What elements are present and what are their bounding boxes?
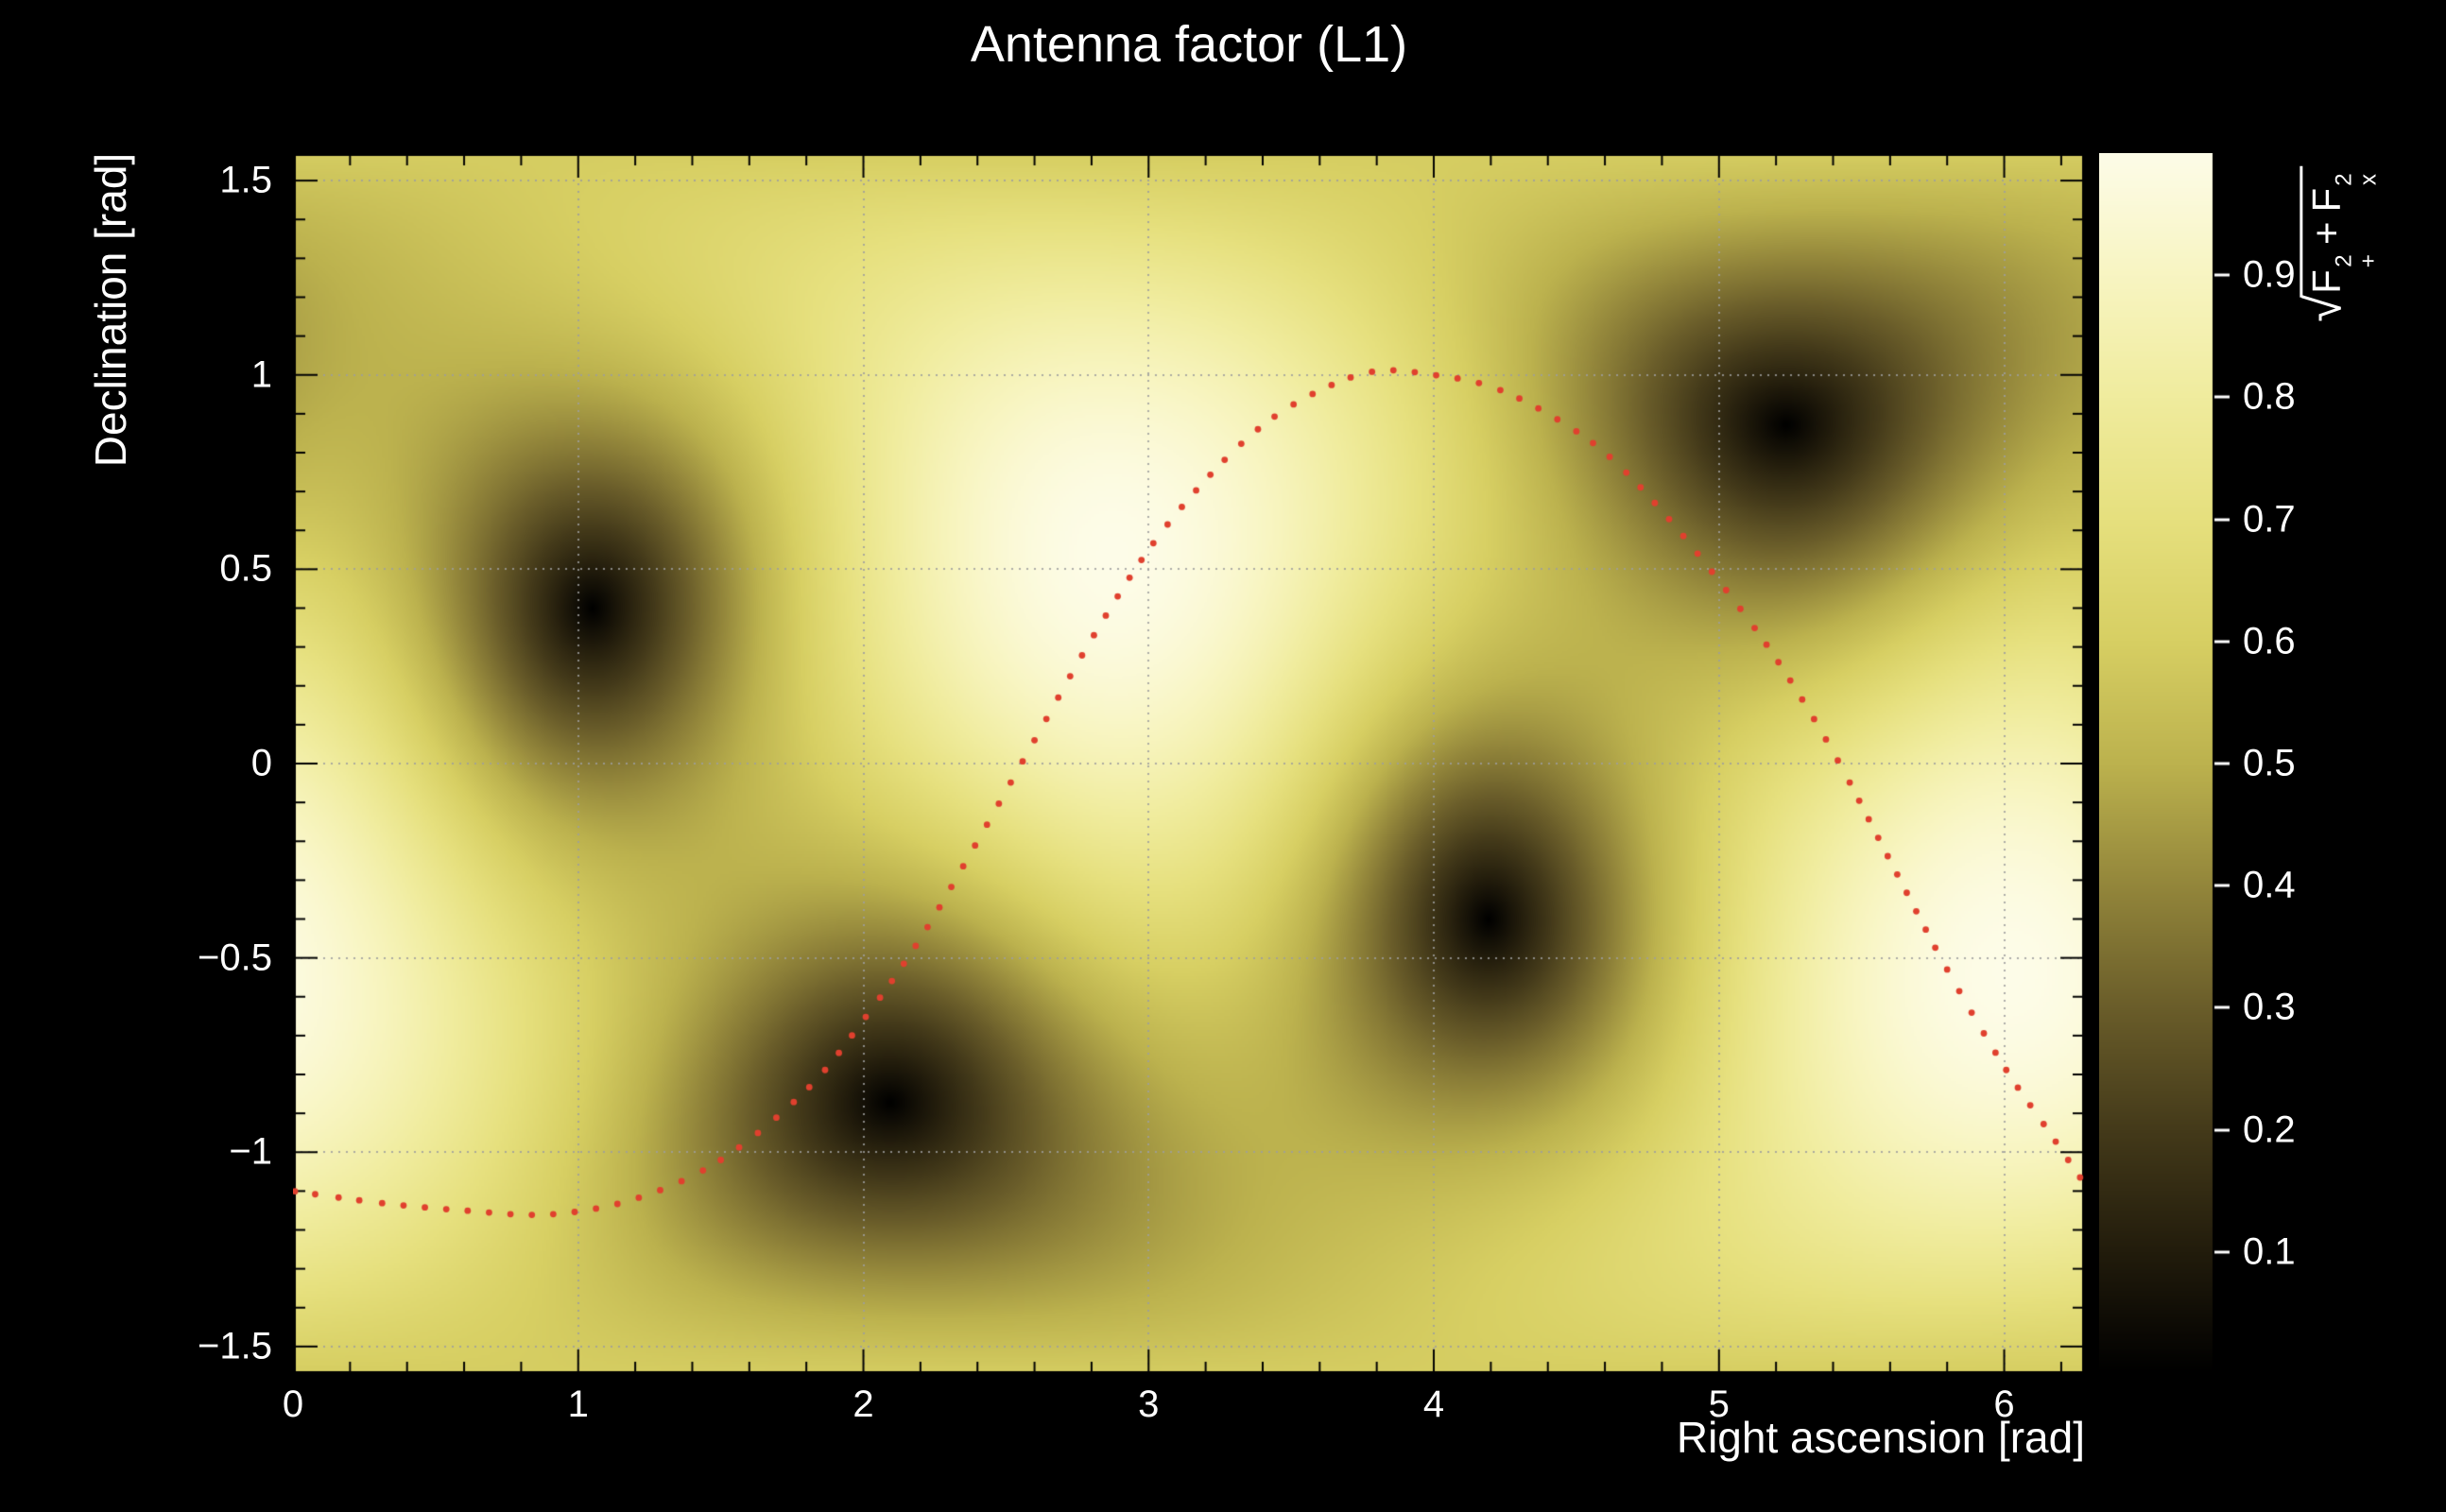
- y-tick-label: 1.5: [219, 159, 272, 201]
- f-cross-sup: 2: [2331, 173, 2357, 186]
- y-axis-title: Declination [rad]: [86, 152, 135, 468]
- chart-title: Antenna factor (L1): [970, 16, 1408, 73]
- colorbar-tick-label: 0.4: [2243, 864, 2296, 906]
- y-tick-label: −0.5: [198, 936, 272, 979]
- colorbar-title: √ F 2 + +F 2 x: [2296, 165, 2382, 322]
- y-tick-label: 0.5: [219, 547, 272, 590]
- plot-overlay-canvas: [293, 153, 2085, 1374]
- f-plus-sub: +: [2355, 254, 2382, 268]
- f-cross-base: F: [2303, 187, 2349, 213]
- colorbar-tick-label: 0.2: [2243, 1108, 2296, 1151]
- colorbar-canvas: [2099, 153, 2241, 1374]
- plus-operator: +: [2303, 221, 2349, 246]
- colorbar-tick-label: 0.8: [2243, 375, 2296, 418]
- colorbar-tick-label: 0.7: [2243, 498, 2296, 541]
- y-tick-label: −1: [229, 1130, 272, 1173]
- f-cross-sub: x: [2355, 173, 2382, 186]
- f-plus-sup: 2: [2331, 254, 2357, 267]
- colorbar: 0.1 0.2 0.3 0.4 0.5 0.6 0.7 0.8 0.9: [2099, 153, 2439, 1374]
- radicand: F 2 + +F 2 x: [2300, 165, 2382, 298]
- x-axis-title: Right ascension [rad]: [1676, 1413, 2085, 1462]
- colorbar-tick-label: 0.1: [2243, 1230, 2296, 1273]
- y-tick-label: 0: [250, 742, 272, 784]
- colorbar-tick-labels: 0.1 0.2 0.3 0.4 0.5 0.6 0.7 0.8 0.9: [2099, 153, 2439, 1374]
- colorbar-tick-label: 0.5: [2243, 742, 2296, 784]
- f-plus-scripts: 2 +: [2331, 254, 2382, 268]
- f-plus-base: F: [2303, 269, 2349, 294]
- colorbar-tick-label: 0.9: [2243, 253, 2296, 296]
- y-tick-label: −1.5: [198, 1325, 272, 1367]
- y-tick-label: 1: [250, 353, 272, 396]
- colorbar-tick-label: 0.3: [2243, 986, 2296, 1028]
- radical-sign: √: [2296, 294, 2352, 322]
- colorbar-tick-label: 0.6: [2243, 620, 2296, 662]
